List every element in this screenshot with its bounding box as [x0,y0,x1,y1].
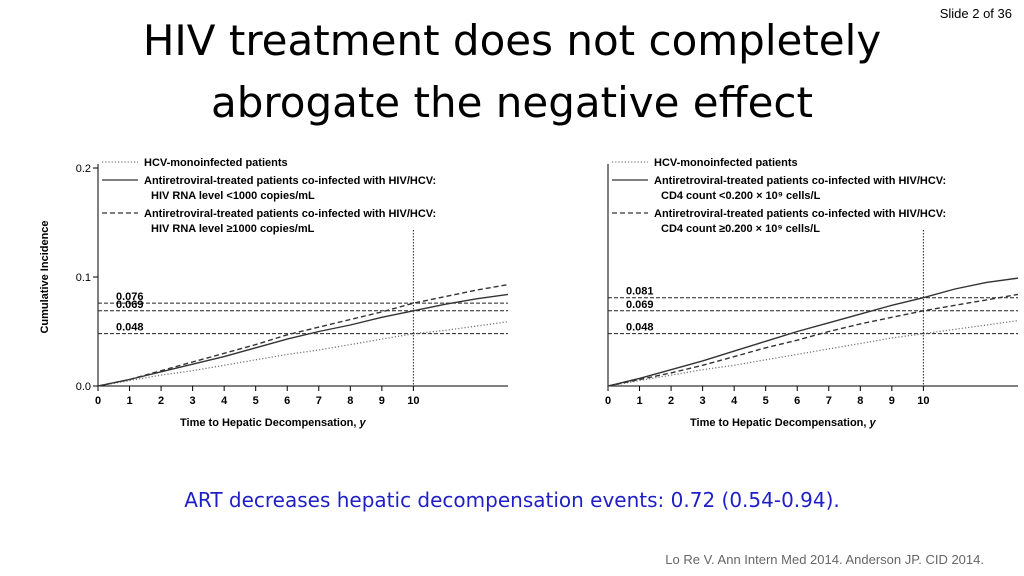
x-tick-label: 5 [253,395,259,407]
legend-entry-text: HCV-monoinfected patients [144,157,288,169]
x-tick-label: 4 [221,395,228,407]
citation-text: Lo Re V. Ann Intern Med 2014. Anderson J… [665,552,984,567]
x-tick-label: 6 [284,395,290,407]
x-tick-label: 2 [668,395,674,407]
x-tick-label: 3 [190,395,196,407]
legend-entry-text: HCV-monoinfected patients [654,157,798,169]
reference-line-label: 0.048 [626,322,654,334]
x-tick-label: 10 [917,395,929,407]
caption-text: ART decreases hepatic decompensation eve… [184,488,840,512]
x-tick-label: 7 [316,395,322,407]
x-axis-label-unit: y [869,417,877,429]
slide-number: Slide 2 of 36 [939,6,1012,21]
legend-entry-text: Antiretroviral-treated patients co-infec… [144,208,436,220]
x-axis-label: Time to Hepatic Decompensation, y [180,417,367,429]
x-tick-label: 0 [95,395,101,407]
x-tick-label: 6 [794,395,800,407]
series-line-dashed [97,283,509,387]
reference-line-label: 0.081 [626,286,654,298]
legend-entry-text: CD4 count <0.200 × 10⁹ cells/L [661,190,821,202]
x-axis-label: Time to Hepatic Decompensation, y [690,417,877,429]
x-axis-label-main: Time to Hepatic Decompensation, [180,417,360,429]
x-tick-label: 3 [700,395,706,407]
x-tick-label: 4 [731,395,738,407]
series-line-dashed [607,293,1019,387]
right-cumulative-incidence-chart: 0 1 2 3 4 5 6 7 8 9 10 Time to Hepatic Decompensati… [605,157,1019,429]
reference-line-label: 0.048 [116,322,144,334]
legend-entry-text: CD4 count ≥0.200 × 10⁹ cells/L [661,223,820,235]
slide-title-line-1: HIV treatment does not completely [142,16,882,65]
series-line-solid [607,277,1019,387]
legend-entry-text: Antiretroviral-treated patients co-infec… [654,208,946,220]
series-line-dotted [607,319,1019,387]
slide-title-line-2: abrogate the negative effect [211,78,813,127]
series-line-dotted [97,321,509,387]
reference-line-label: 0.076 [116,291,144,303]
x-tick-label: 0 [605,395,611,407]
legend-entry-text: HIV RNA level <1000 copies/mL [151,190,315,202]
y-tick-label: 0.0 [76,381,91,393]
x-tick-label: 2 [158,395,164,407]
slide-title: HIV treatment does not completely abroga… [0,10,1024,134]
series-line-solid [97,293,509,387]
y-tick-label: 0.2 [76,163,91,175]
legend-entry-text: Antiretroviral-treated patients co-infec… [654,175,946,187]
x-tick-label: 10 [407,395,419,407]
x-axis-label-unit: y [359,417,367,429]
x-tick-label: 5 [763,395,769,407]
reference-line-label: 0.069 [626,299,654,311]
x-axis-label-main: Time to Hepatic Decompensation, [690,417,870,429]
legend-entry-text: Antiretroviral-treated patients co-infec… [144,175,436,187]
x-tick-label: 9 [379,395,385,407]
x-tick-label: 8 [857,395,863,407]
y-axis-label: Cumulative Incidence [39,220,51,333]
left-cumulative-incidence-chart: 0.0 0.1 0.2 0 1 2 3 4 5 6 7 8 9 10 Time to Hepatic Dec… [39,157,509,429]
y-tick-label: 0.1 [76,272,91,284]
x-tick-label: 7 [826,395,832,407]
x-tick-label: 1 [126,395,132,407]
x-tick-label: 1 [636,395,642,407]
reference-line-label: 0.069 [116,299,144,311]
legend-entry-text: HIV RNA level ≥1000 copies/mL [151,223,315,235]
x-tick-label: 9 [889,395,895,407]
x-tick-label: 8 [347,395,353,407]
